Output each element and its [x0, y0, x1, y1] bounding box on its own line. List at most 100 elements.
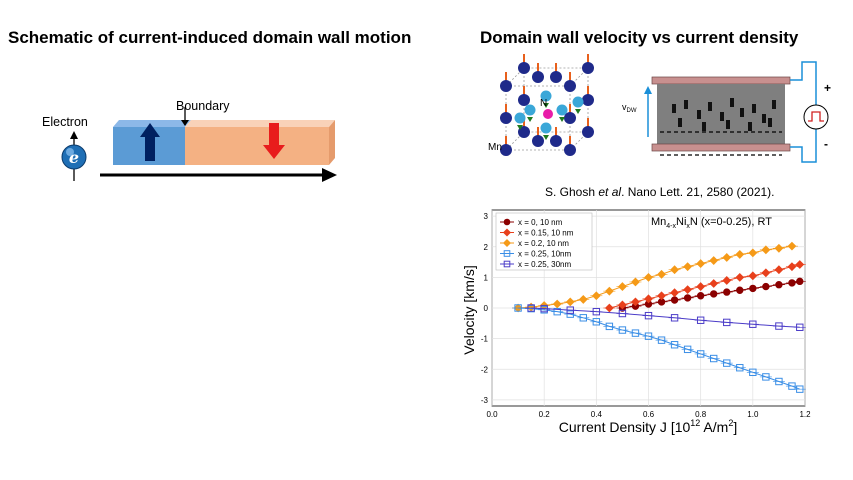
- data-point: [735, 272, 745, 282]
- data-point: [774, 243, 784, 253]
- ni-atom: [524, 104, 536, 116]
- data-point: [670, 314, 679, 322]
- series-4: [525, 304, 806, 331]
- mn-atom: [582, 62, 594, 74]
- data-point: [592, 307, 601, 316]
- data-point: [552, 299, 562, 309]
- domain-mark: [748, 122, 752, 131]
- data-point: [670, 288, 679, 298]
- data-point: [736, 364, 744, 372]
- crystal-structure-diagram: N Mn: [486, 52, 604, 178]
- data-point: [592, 318, 601, 326]
- data-point: [591, 291, 601, 301]
- mn-atom: [518, 126, 530, 138]
- data-point: [748, 271, 758, 281]
- x-tick-label: 0.2: [539, 410, 551, 419]
- data-point: [749, 320, 757, 328]
- data-point: [540, 304, 548, 313]
- device-bottom-electrode: [651, 143, 791, 152]
- domain-mark: [684, 100, 688, 109]
- mn-atom: [550, 135, 562, 147]
- mn-atom: [564, 80, 576, 92]
- vdw-label: vDW: [622, 102, 637, 114]
- mn-atom: [564, 112, 576, 124]
- data-point: [683, 285, 693, 295]
- data-point: [503, 218, 511, 226]
- data-point: [566, 306, 574, 314]
- current-direction-arrow-icon: [100, 168, 337, 182]
- legend-entry: x = 0.2, 10 nm: [518, 239, 569, 248]
- data-point: [657, 291, 666, 301]
- legend-entry: x = 0, 10 nm: [518, 218, 563, 227]
- data-point: [696, 282, 706, 291]
- ni-atom: [556, 104, 568, 116]
- data-point: [657, 336, 666, 344]
- domain-mark: [730, 98, 734, 107]
- mn-atom: [532, 71, 544, 83]
- data-point: [723, 288, 731, 296]
- data-point: [566, 310, 574, 318]
- data-point: [670, 265, 679, 275]
- domain-mark: [772, 100, 776, 109]
- data-point: [788, 279, 796, 287]
- data-point: [735, 249, 745, 259]
- domain-mark: [752, 104, 756, 113]
- data-point: [631, 329, 640, 337]
- domain-mark: [702, 122, 706, 131]
- data-point: [670, 296, 679, 304]
- data-point: [618, 282, 627, 291]
- data-point: [761, 268, 771, 278]
- y-tick-label: 0: [484, 304, 489, 313]
- series-3: [512, 304, 806, 393]
- legend-entry: x = 0.25, 10nm: [518, 250, 571, 259]
- legend-entry: x = 0.25, 30nm: [518, 260, 571, 269]
- data-point: [618, 300, 627, 310]
- y-tick-label: -2: [481, 365, 489, 374]
- electron-symbol: e: [69, 148, 79, 167]
- data-point: [722, 276, 732, 285]
- x-tick-label: 0.6: [643, 410, 655, 419]
- domain-mark: [726, 120, 730, 129]
- electron-icon: e: [61, 131, 87, 181]
- data-point: [683, 345, 692, 354]
- data-point: [502, 228, 512, 237]
- boundary-label: Boundary: [176, 99, 230, 113]
- velocity-vs-current-chart: 0.0 0.2 0.4 0.6 0.8 1.0 1.2 -3 -2 -1 0 1 2 3 x = 0, 1…: [461, 209, 811, 435]
- electron-label: Electron: [42, 115, 88, 129]
- y-axis-label: Velocity [km/s]: [461, 265, 477, 354]
- orange-domain-front: [185, 127, 329, 165]
- orange-domain-side: [329, 120, 335, 165]
- data-point: [644, 332, 653, 340]
- domain-mark: [697, 110, 701, 119]
- y-tick-label: 1: [484, 273, 489, 282]
- series-0: [616, 277, 806, 312]
- data-point: [723, 318, 731, 327]
- x-tick-label: 1.2: [799, 410, 811, 419]
- data-point: [749, 368, 757, 377]
- domain-mark: [708, 102, 712, 111]
- x-tick-label: 0.4: [591, 410, 603, 419]
- series-line: [518, 245, 793, 309]
- data-point: [710, 290, 718, 298]
- x-tick-label: 0.8: [695, 410, 707, 419]
- domain-mark: [720, 112, 724, 121]
- y-tick-label: -1: [481, 335, 489, 344]
- device-minus-label: -: [824, 137, 828, 151]
- mn-atom: [500, 144, 512, 156]
- left-panel-title: Schematic of current-induced domain wall…: [8, 28, 412, 47]
- data-point: [644, 311, 653, 320]
- y-tick-label: 3: [484, 212, 489, 221]
- pulse-source-icon: [803, 104, 829, 130]
- data-point: [618, 309, 627, 318]
- data-point: [762, 373, 770, 381]
- ni-atom: [572, 96, 584, 108]
- ni-atom: [540, 122, 552, 134]
- data-point: [683, 294, 692, 302]
- x-tick-label: 1.0: [747, 410, 759, 419]
- data-point: [683, 262, 693, 272]
- data-point: [565, 297, 575, 307]
- data-point: [527, 304, 535, 312]
- x-axis-label: Current Density J [1012 A/m2]: [559, 418, 737, 435]
- data-point: [775, 377, 783, 386]
- mn-atom: [518, 94, 530, 106]
